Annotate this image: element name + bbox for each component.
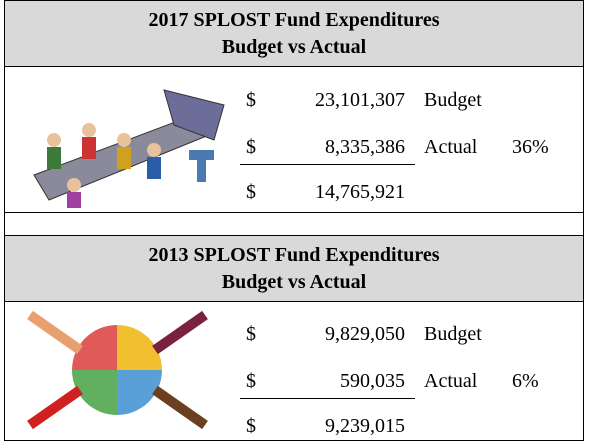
currency: $ xyxy=(246,415,256,437)
percent: 36% xyxy=(512,136,549,158)
amount: 23,101,307 xyxy=(315,89,405,111)
puzzle-clipart xyxy=(27,310,208,430)
currency: $ xyxy=(246,181,256,203)
underline xyxy=(240,164,415,165)
underline xyxy=(240,398,415,399)
amount: 590,035 xyxy=(340,370,405,392)
currency: $ xyxy=(246,136,256,158)
row-label: Actual xyxy=(424,370,478,392)
section-header: 2013 SPLOST Fund Expenditures Budget vs … xyxy=(4,235,584,303)
percent: 6% xyxy=(512,370,539,392)
currency: $ xyxy=(246,370,256,392)
section-header: 2017 SPLOST Fund Expenditures Budget vs … xyxy=(4,0,584,68)
spacer-row xyxy=(4,212,584,237)
amount: 9,239,015 xyxy=(325,415,405,437)
title-line: Budget vs Actual xyxy=(221,36,367,58)
currency: $ xyxy=(246,89,256,111)
amount: 8,335,386 xyxy=(325,136,405,158)
currency: $ xyxy=(246,323,256,345)
amount: 9,829,050 xyxy=(325,323,405,345)
row-label: Budget xyxy=(424,323,482,345)
hammer-clipart xyxy=(33,89,225,208)
title-line: 2017 SPLOST Fund Expenditures xyxy=(148,9,440,31)
row-label: Actual xyxy=(424,136,478,158)
title-line: 2013 SPLOST Fund Expenditures xyxy=(148,244,440,266)
amount: 14,765,921 xyxy=(315,181,405,203)
row-label: Budget xyxy=(424,89,482,111)
section-body xyxy=(4,66,584,214)
title-line: Budget vs Actual xyxy=(221,271,367,293)
